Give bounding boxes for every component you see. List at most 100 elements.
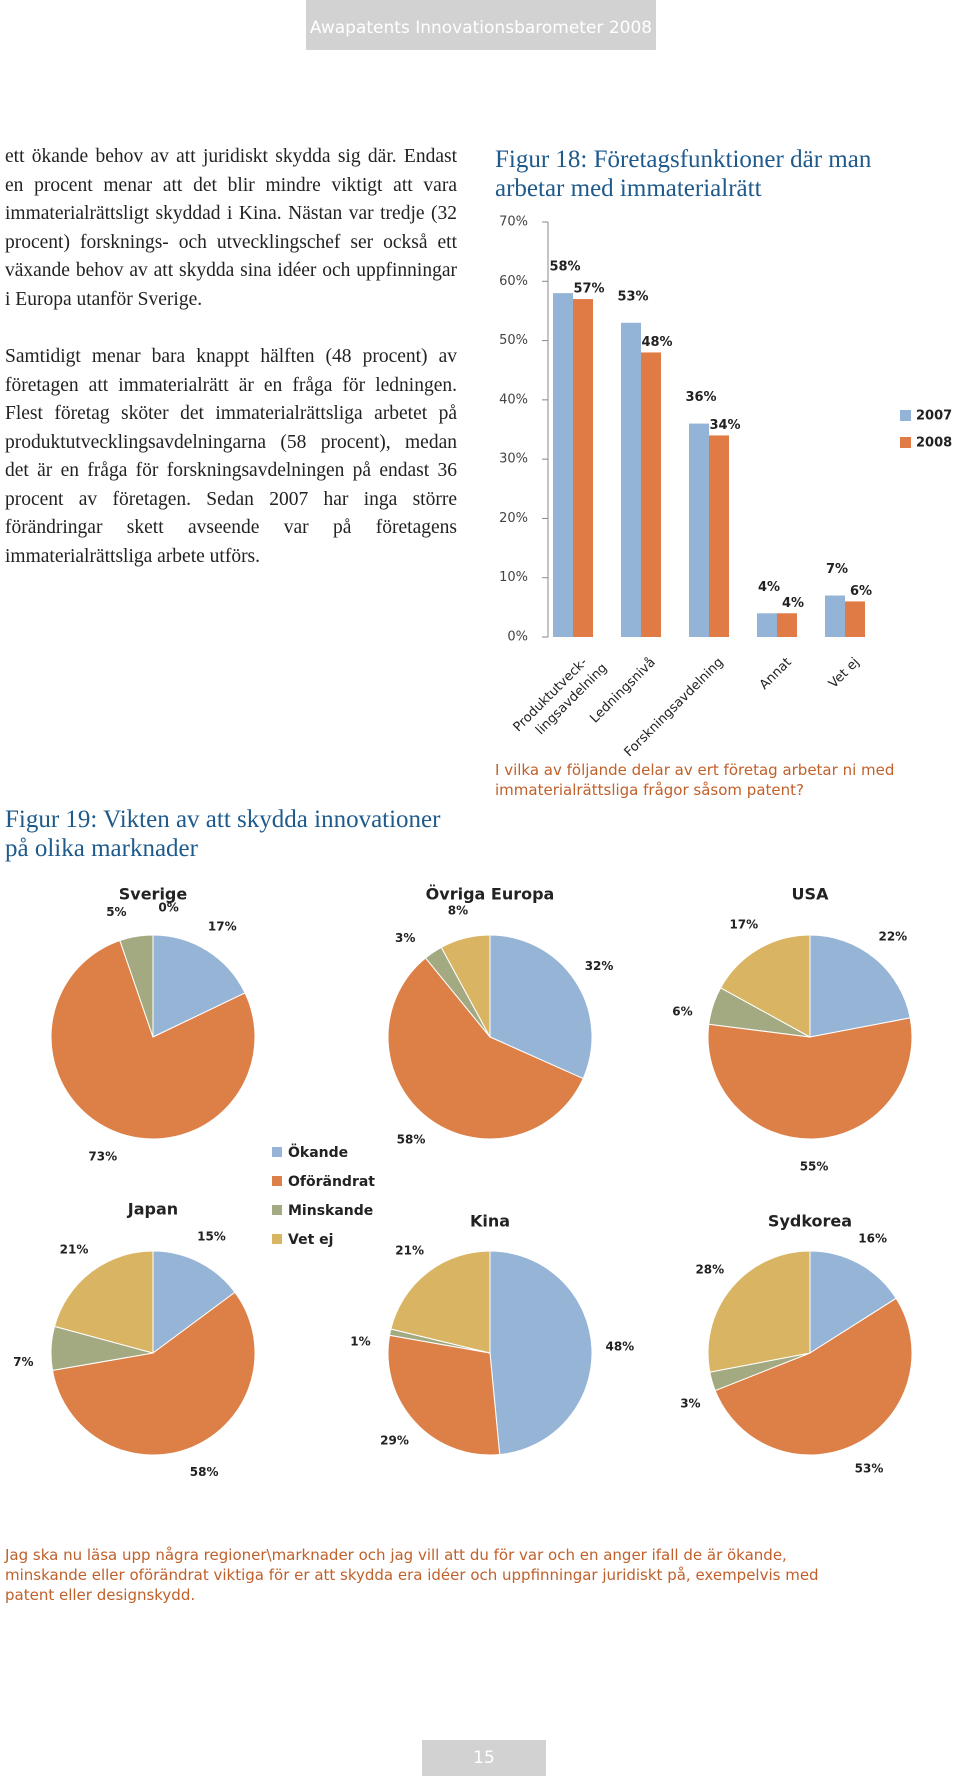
figure-caption: Jag ska nu läsa upp några regioner\markn… xyxy=(5,1546,819,1604)
value-label: 0% xyxy=(158,900,178,914)
pie-title: Sverige xyxy=(119,885,188,904)
pie-slice xyxy=(809,934,911,1038)
pie-slice xyxy=(387,957,584,1140)
value-label: 55% xyxy=(800,1159,829,1173)
y-tick-label: 10% xyxy=(499,570,528,585)
value-label: 7% xyxy=(826,562,848,577)
page-number: 15 xyxy=(422,1740,546,1776)
pie-slice xyxy=(53,1250,154,1354)
figure-title: Figur 18: Företagsfunktioner där man arb… xyxy=(495,146,872,202)
pie-slice xyxy=(707,1017,913,1140)
value-label: 28% xyxy=(695,1263,724,1277)
bar xyxy=(621,322,641,637)
pie-slice xyxy=(152,934,246,1038)
pie-slice xyxy=(119,934,154,1038)
value-label: 34% xyxy=(709,418,740,433)
pie-slice xyxy=(50,939,256,1140)
y-tick-label: 40% xyxy=(499,392,528,407)
legend-swatch xyxy=(272,1147,282,1157)
value-label: 53% xyxy=(617,289,648,304)
bar xyxy=(825,595,845,637)
value-label: 3% xyxy=(680,1396,700,1410)
value-label: 58% xyxy=(190,1465,219,1479)
value-label: 58% xyxy=(549,260,580,275)
pie-slice xyxy=(489,934,593,1080)
pie-title: Sydkorea xyxy=(768,1212,852,1231)
value-label: 5% xyxy=(106,905,126,919)
value-label: 36% xyxy=(685,390,716,405)
value-label: 21% xyxy=(60,1242,89,1256)
paragraph: Samtidigt menar bara knappt hälften (48 … xyxy=(5,346,457,567)
pie-title: Japan xyxy=(127,1200,178,1219)
bar xyxy=(573,299,593,637)
y-tick-label: 0% xyxy=(507,630,528,645)
bar xyxy=(709,435,729,637)
value-label: 17% xyxy=(729,918,758,932)
bar xyxy=(845,601,865,637)
bar xyxy=(777,613,797,637)
value-label: 22% xyxy=(878,929,907,943)
pie-title: Övriga Europa xyxy=(426,885,555,904)
y-tick-label: 60% xyxy=(499,274,528,289)
paragraph: ett ökande behov av att juridiskt skydda… xyxy=(5,146,457,310)
pie-slice xyxy=(51,1291,256,1456)
y-tick-label: 70% xyxy=(499,215,528,230)
value-label: 17% xyxy=(208,920,237,934)
value-label: 6% xyxy=(672,1004,692,1018)
charts: 0% 10% 20% 30% 40% 50% 60% 70% 58% 57% Produktutve… xyxy=(13,215,952,1480)
value-label: 7% xyxy=(13,1355,33,1369)
value-label: 32% xyxy=(585,959,614,973)
pie-slice xyxy=(390,1250,491,1354)
bar xyxy=(689,423,709,637)
legend-swatch xyxy=(900,410,911,421)
pie-slice xyxy=(714,1297,913,1456)
value-label: 6% xyxy=(850,584,872,599)
pie-slice xyxy=(809,1250,897,1354)
legend-label: Vet ej xyxy=(288,1232,333,1248)
legend-swatch xyxy=(272,1234,282,1244)
legend-label: 2008 xyxy=(916,436,952,451)
value-label: 48% xyxy=(605,1339,634,1353)
value-label: 8% xyxy=(448,904,468,918)
value-label: 4% xyxy=(782,596,804,611)
pie-slice xyxy=(489,1250,593,1456)
value-label: 73% xyxy=(88,1149,117,1163)
legend-label: Minskande xyxy=(288,1203,373,1219)
value-label: 4% xyxy=(758,580,780,595)
value-label: 53% xyxy=(855,1461,884,1475)
legend-swatch xyxy=(272,1205,282,1215)
pie-title: Kina xyxy=(470,1212,510,1231)
value-label: 58% xyxy=(397,1133,426,1147)
legend-label: Oförändrat xyxy=(288,1174,375,1190)
value-label: 16% xyxy=(858,1232,887,1246)
pie-slice xyxy=(719,934,811,1038)
y-tick-label: 20% xyxy=(499,511,528,526)
value-label: 3% xyxy=(395,931,415,945)
y-tick-label: 30% xyxy=(499,452,528,467)
pie-slice xyxy=(707,1250,811,1373)
value-label: 1% xyxy=(350,1334,370,1348)
legend-swatch xyxy=(272,1176,282,1186)
figure-caption: I vilka av följande delar av ert företag… xyxy=(495,761,895,799)
bar xyxy=(641,352,661,637)
bar xyxy=(553,293,573,637)
pie-slice xyxy=(387,1334,501,1456)
legend-swatch xyxy=(900,437,911,448)
x-tick-label: Produktutveck-lingsavdelning xyxy=(510,648,610,748)
header: Awapatents Innovationsbarometer 2008 xyxy=(306,0,656,50)
pie-slice xyxy=(152,1250,236,1354)
value-label: 29% xyxy=(380,1434,409,1448)
pie-title: USA xyxy=(792,885,830,904)
figure-title: Figur 19: Vikten av att skydda innovatio… xyxy=(5,806,441,862)
legend-label: 2007 xyxy=(916,409,952,424)
legend-label: Ökande xyxy=(288,1143,348,1161)
x-tick-label: Vet ej xyxy=(826,655,863,692)
value-label: 57% xyxy=(573,282,604,297)
value-label: 21% xyxy=(395,1243,424,1257)
x-tick-label: Annat xyxy=(757,655,795,693)
y-tick-label: 50% xyxy=(499,333,528,348)
pie-slice xyxy=(440,934,491,1038)
value-label: 48% xyxy=(641,335,672,350)
bar xyxy=(757,613,777,637)
